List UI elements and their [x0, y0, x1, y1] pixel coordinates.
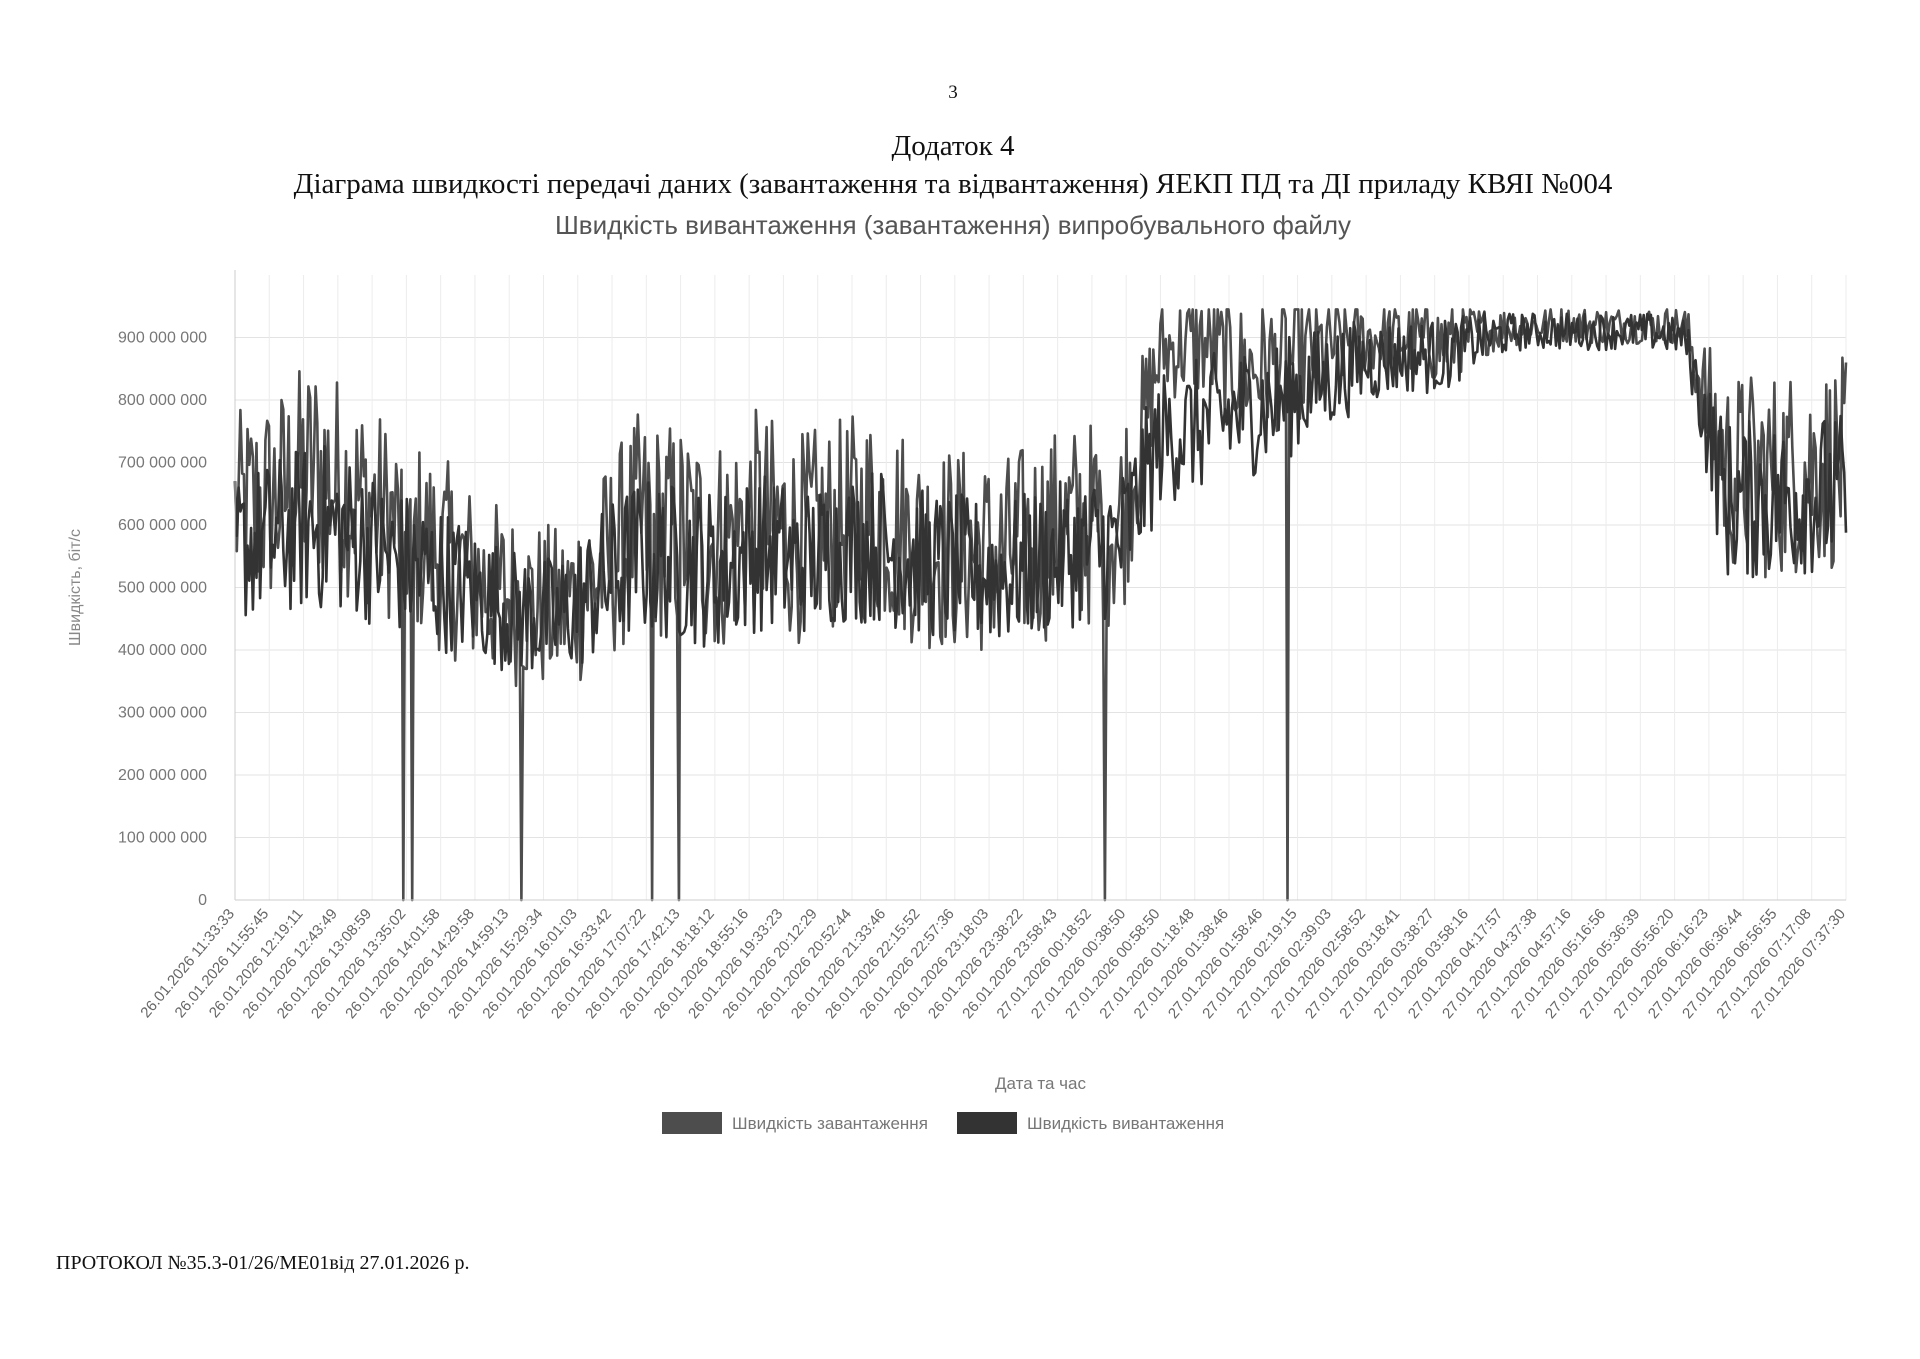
legend: Швидкість завантаження Швидкість вивантаж… [662, 1112, 1224, 1134]
y-tick-label: 500 000 000 [118, 580, 207, 597]
series-line-1 [233, 308, 1848, 902]
legend-swatch [662, 1112, 722, 1134]
y-tick-label: 600 000 000 [118, 517, 207, 534]
appendix-subtitle: Діаграма швидкості передачі даних (заван… [293, 168, 1613, 200]
y-tick-label: 800 000 000 [118, 392, 207, 409]
appendix-title: Додаток 4 [891, 130, 1015, 162]
footer-protocol: ПРОТОКОЛ №35.3-01/26/МЕ01від 27.01.2026 … [56, 1252, 470, 1274]
y-tick-label: 700 000 000 [118, 455, 207, 472]
y-tick-label: 0 [198, 892, 207, 909]
y-tick-label: 200 000 000 [118, 767, 207, 784]
y-tick-label: 300 000 000 [118, 705, 207, 722]
y-tick-label: 900 000 000 [118, 330, 207, 347]
series-line-2 [233, 311, 1848, 672]
legend-label: Швидкість вивантаження [1027, 1114, 1224, 1133]
y-axis-title: Швидкість, біт/с [67, 529, 84, 646]
y-tick-label: 400 000 000 [118, 642, 207, 659]
series-lines [233, 308, 1848, 902]
legend-swatch [957, 1112, 1017, 1134]
legend-label: Швидкість завантаження [732, 1114, 928, 1133]
y-tick-label: 100 000 000 [118, 830, 207, 847]
axis-labels: 0 100 000 000 200 000 000 300 000 000 400 00… [67, 330, 1849, 1094]
axes [234, 270, 1846, 901]
chart-title: Швидкість вивантаження (завантаження) ви… [554, 210, 1352, 240]
page-number: 3 [948, 82, 958, 103]
x-axis-title: Дата та час [995, 1074, 1086, 1093]
speed-chart: 0 100 000 000 200 000 000 300 000 000 400 00… [67, 270, 1849, 1134]
